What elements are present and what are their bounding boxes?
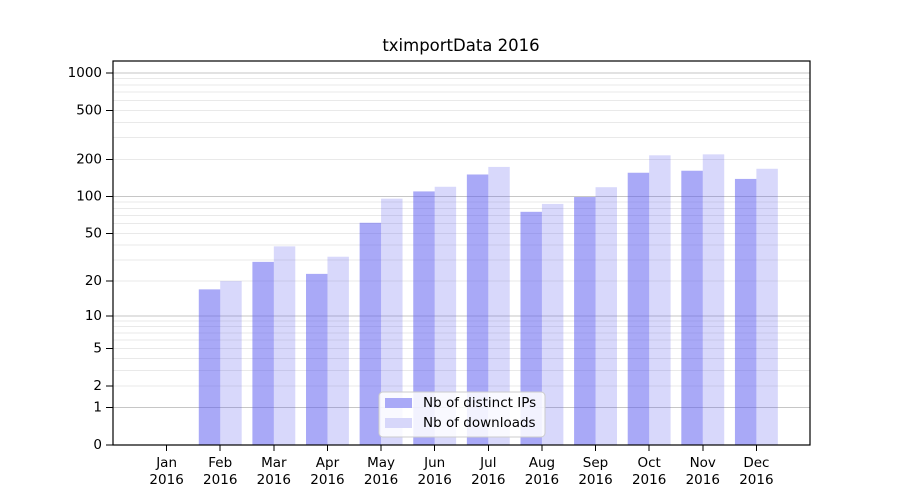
x-tick-label-month: Jan <box>155 455 177 471</box>
legend-label-distinct-ips: Nb of distinct IPs <box>423 395 536 411</box>
bar-feb-distinct-ips <box>198 289 221 445</box>
x-tick-label-year: 2016 <box>739 472 773 488</box>
bar-aug-downloads <box>541 203 564 445</box>
y-tick-label: 200 <box>76 151 102 167</box>
x-tick-label-year: 2016 <box>310 472 344 488</box>
chart-title: tximportData 2016 <box>382 36 539 55</box>
legend-box <box>378 391 546 438</box>
legend-label-downloads: Nb of downloads <box>423 415 536 431</box>
bar-jun-distinct-ips <box>413 191 435 445</box>
bar-jun-downloads <box>434 186 457 445</box>
x-tick-label-year: 2016 <box>525 472 559 488</box>
bar-dec-distinct-ips <box>734 178 757 445</box>
bar-sep-distinct-ips <box>574 197 596 445</box>
x-tick-label-year: 2016 <box>632 472 666 488</box>
x-tick-label-month: Aug <box>529 455 555 471</box>
x-tick-label-year: 2016 <box>257 472 291 488</box>
y-tick-label: 0 <box>93 437 102 453</box>
bar-oct-downloads <box>649 155 671 445</box>
bar-jul-distinct-ips <box>466 174 489 445</box>
x-tick-label-year: 2016 <box>471 472 505 488</box>
x-tick-label-month: Mar <box>261 455 287 471</box>
y-tick-label: 1000 <box>68 65 102 81</box>
x-tick-label-year: 2016 <box>686 472 720 488</box>
legend: Nb of distinct IPs Nb of downloads <box>378 391 546 438</box>
bar-mar-downloads <box>273 246 296 445</box>
bars <box>198 154 778 446</box>
x-tick-label-month: Apr <box>316 455 340 471</box>
x-tick-label-month: Oct <box>637 455 660 471</box>
bar-dec-downloads <box>756 168 778 445</box>
x-tick-label-month: Sep <box>583 455 608 471</box>
bar-feb-downloads <box>220 281 242 445</box>
x-tick-label-month: Dec <box>743 455 769 471</box>
bar-aug-distinct-ips <box>520 211 542 445</box>
bar-jul-downloads <box>488 166 510 445</box>
bar-oct-distinct-ips <box>627 172 650 445</box>
x-tick-label-month: Jul <box>479 455 496 471</box>
bar-may-downloads <box>381 198 403 445</box>
x-tick-label-month: Jun <box>423 455 445 471</box>
x-tick-label-month: May <box>367 455 395 471</box>
bar-may-distinct-ips <box>359 222 382 445</box>
bar-apr-distinct-ips <box>306 273 328 445</box>
bar-sep-downloads <box>595 187 617 445</box>
axis-ticks-and-labels: 01251020501002005001000Jan2016Feb2016Mar… <box>68 65 774 488</box>
y-tick-label: 1 <box>93 400 102 416</box>
legend-swatch-distinct-ips <box>385 398 412 408</box>
y-tick-label: 50 <box>85 225 102 241</box>
x-tick-label-year: 2016 <box>364 472 398 488</box>
x-tick-label-year: 2016 <box>203 472 237 488</box>
plot-border <box>112 60 811 446</box>
bar-nov-distinct-ips <box>681 170 703 446</box>
x-tick-label-year: 2016 <box>149 472 183 488</box>
bar-apr-downloads <box>327 256 349 445</box>
y-tick-label: 500 <box>76 102 102 118</box>
x-tick-label-year: 2016 <box>418 472 452 488</box>
x-tick-label-month: Nov <box>690 455 716 471</box>
bar-mar-distinct-ips <box>252 261 274 445</box>
y-tick-label: 5 <box>93 341 102 357</box>
y-tick-label: 100 <box>76 189 102 205</box>
y-tick-label: 10 <box>85 308 102 324</box>
y-tick-label: 20 <box>85 273 102 289</box>
x-tick-label-year: 2016 <box>578 472 612 488</box>
y-tick-label: 2 <box>93 378 102 394</box>
bar-nov-downloads <box>702 154 725 445</box>
legend-swatch-downloads <box>385 418 412 428</box>
x-tick-label-month: Feb <box>208 455 232 471</box>
